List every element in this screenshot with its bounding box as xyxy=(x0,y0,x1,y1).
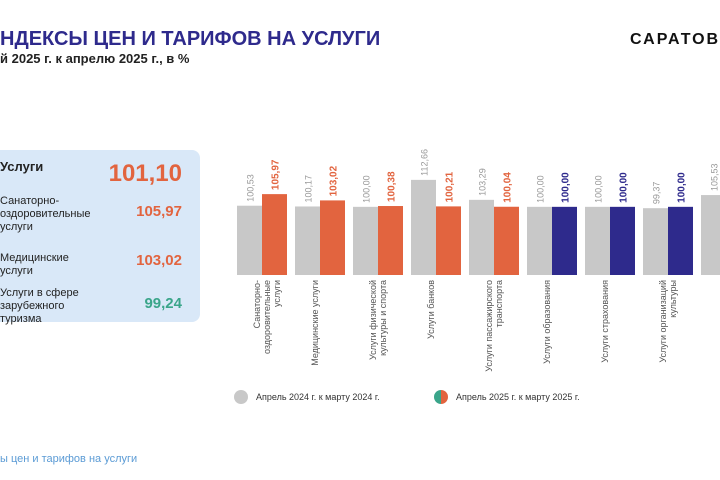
bar xyxy=(643,208,668,275)
bar xyxy=(237,205,262,275)
category-label: Услуги организаций культуры xyxy=(658,280,678,363)
panel-row: Медицинские услуги 103,02 xyxy=(0,252,190,278)
value-label: 105,53 xyxy=(710,164,720,192)
value-label: 100,00 xyxy=(536,175,546,203)
value-label: 100,00 xyxy=(561,172,572,203)
row-value: 101,10 xyxy=(108,160,182,187)
value-label: 100,21 xyxy=(445,171,456,202)
bar xyxy=(411,179,436,275)
value-label: 100,04 xyxy=(503,172,514,203)
legend-marker xyxy=(434,390,441,404)
panel-row: Услуги 101,10 xyxy=(0,159,190,187)
bar xyxy=(436,206,461,275)
category-label: Услуги пассажирского транспорта xyxy=(484,280,504,372)
value-label: 103,02 xyxy=(329,165,340,196)
bar xyxy=(552,206,577,275)
title: НДЕКСЫ ЦЕН И ТАРИФОВ НА УСЛУГИ xyxy=(0,28,381,50)
value-label: 100,00 xyxy=(594,175,604,203)
panel-row: Услуги в сфере зарубежного туризма 99,24 xyxy=(0,287,190,326)
bar xyxy=(494,206,519,275)
row-label: Услуги в сфере зарубежного туризма xyxy=(0,287,79,325)
bar xyxy=(320,200,345,275)
value-label: 100,00 xyxy=(677,172,688,203)
row-label: Санаторно-оздоровительные услуги xyxy=(0,195,91,233)
panel-row: Санаторно-оздоровительные услуги 105,97 xyxy=(0,195,190,234)
category-label: Услуги образования xyxy=(542,280,552,364)
brand: САРАТОВС xyxy=(630,31,720,48)
bar xyxy=(378,206,403,275)
bar xyxy=(585,206,610,275)
row-label: Услуги xyxy=(0,159,44,174)
bar xyxy=(527,206,552,275)
row-value: 99,24 xyxy=(144,295,182,312)
bar xyxy=(701,195,720,275)
value-label: 100,00 xyxy=(619,172,630,203)
category-label: Санаторно-оздоровительные услуги xyxy=(252,280,282,355)
bar xyxy=(610,206,635,275)
category-label: Услуги банков xyxy=(426,280,436,339)
value-label: 100,38 xyxy=(387,171,398,202)
bar xyxy=(469,199,494,275)
value-label: 99,37 xyxy=(652,182,662,205)
subtitle: й 2025 г. к апрелю 2025 г., в % xyxy=(0,51,190,66)
value-label: 100,00 xyxy=(362,175,372,203)
bar xyxy=(262,194,287,275)
footer: ы цен и тарифов на услуги xyxy=(0,453,138,465)
category-label: Услуги страхования xyxy=(600,280,610,363)
value-label: 103,29 xyxy=(478,168,488,196)
value-label: 105,97 xyxy=(271,159,282,190)
legend-marker xyxy=(234,390,248,404)
row-label: Медицинские услуги xyxy=(0,252,69,277)
value-label: 112,66 xyxy=(420,149,430,176)
value-label: 100,53 xyxy=(246,174,256,202)
row-value: 105,97 xyxy=(136,203,182,220)
legend-marker xyxy=(441,390,448,404)
value-label: 100,17 xyxy=(304,175,314,203)
legend-label: Апрель 2025 г. к марту 2025 г. xyxy=(456,392,580,402)
bar xyxy=(668,206,693,275)
category-label: Услуги физической культуры и спорта xyxy=(368,280,388,361)
bar xyxy=(295,206,320,275)
legend-label: Апрель 2024 г. к марту 2024 г. xyxy=(256,392,380,402)
row-value: 103,02 xyxy=(136,252,182,269)
panel xyxy=(0,150,200,322)
category-label: Медицинские услуги xyxy=(310,280,320,366)
bar xyxy=(353,206,378,275)
